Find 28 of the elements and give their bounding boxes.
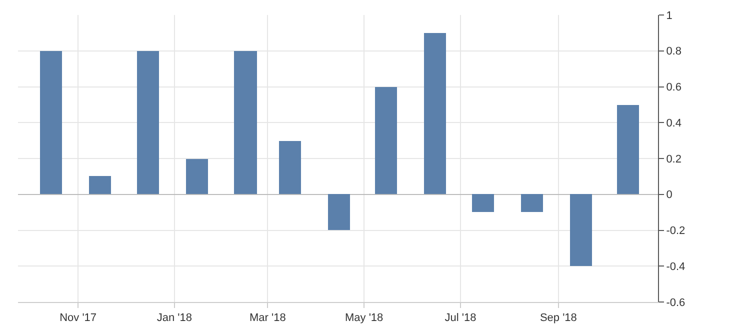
bar xyxy=(137,51,159,194)
y-tick-label: 1 xyxy=(666,10,672,22)
x-tick-label: Nov '17 xyxy=(60,312,97,324)
bar xyxy=(521,194,543,212)
bar xyxy=(617,105,639,194)
bar xyxy=(570,194,592,266)
bar xyxy=(424,33,446,194)
bar xyxy=(328,194,350,230)
y-tick-label: -0.2 xyxy=(666,225,686,238)
bar xyxy=(40,51,62,194)
x-tick-label: Jan '18 xyxy=(156,312,192,324)
y-tick-label: 0.6 xyxy=(666,82,682,94)
y-tick-label: 0.2 xyxy=(666,153,682,166)
bar xyxy=(375,87,397,194)
x-tick-label: Jul '18 xyxy=(444,312,476,324)
x-tick-label: Sep '18 xyxy=(540,312,577,324)
bar xyxy=(472,194,494,212)
y-tick-label: 0 xyxy=(666,189,672,202)
bar xyxy=(89,176,111,194)
x-tick-label: May '18 xyxy=(344,312,384,324)
y-tick-label: 0.4 xyxy=(666,117,682,130)
y-tick-label: -0.4 xyxy=(666,260,686,273)
bar xyxy=(279,141,301,194)
y-tick-label: 0.8 xyxy=(666,46,682,58)
bar xyxy=(234,51,257,194)
y-tick-label: -0.6 xyxy=(666,296,686,309)
x-tick-label: Mar '18 xyxy=(250,312,286,324)
bar xyxy=(186,159,208,194)
